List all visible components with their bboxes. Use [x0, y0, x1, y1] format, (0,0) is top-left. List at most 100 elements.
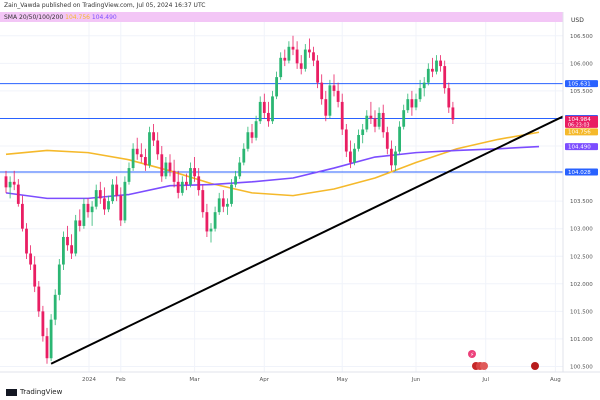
- candle-body: [385, 132, 389, 149]
- price-labels: 105.631105.000104.98406:23:03104.756104.…: [565, 80, 598, 176]
- y-tick-label: 103.000: [570, 227, 593, 233]
- candle-body: [431, 68, 434, 72]
- candle-body: [279, 57, 283, 78]
- candle-body: [197, 176, 201, 191]
- candle-body: [29, 253, 32, 265]
- us-flag-icon-aug[interactable]: [531, 362, 539, 370]
- candle-body: [369, 115, 373, 119]
- y-tick-label: 102.500: [570, 254, 593, 260]
- indicator-legend[interactable]: SMA 20/50/100/200 104.756 104.490: [4, 14, 117, 21]
- candle-body: [349, 151, 352, 163]
- event-markers[interactable]: ⚡: [468, 350, 539, 370]
- candle-body: [287, 46, 291, 61]
- candle-body: [139, 154, 143, 158]
- y-tick-label: 102.000: [570, 282, 593, 288]
- candle-body: [16, 184, 20, 204]
- candle-body: [418, 88, 422, 100]
- candle-body: [254, 121, 258, 138]
- candle-body: [180, 181, 184, 193]
- price-label-bg: [565, 143, 598, 151]
- candle-body: [234, 176, 237, 185]
- candle-body: [156, 140, 160, 155]
- candle-body: [402, 110, 406, 127]
- candle-body: [336, 90, 340, 102]
- candle-body: [447, 88, 451, 108]
- x-tick-label: May: [337, 377, 349, 383]
- x-tick-label: Jun: [411, 377, 421, 383]
- candle-body: [320, 82, 324, 100]
- candle-body: [21, 203, 24, 229]
- candle-body: [275, 77, 278, 97]
- candle-body: [94, 190, 98, 207]
- candle-body: [49, 319, 53, 359]
- tradingview-logo-icon: [6, 388, 17, 396]
- candle-body: [185, 181, 188, 185]
- candle-body: [57, 264, 61, 295]
- publisher-line: Zain_Vawda published on TradingView.com,…: [4, 2, 206, 9]
- candle-body: [410, 99, 414, 108]
- candle-body: [271, 96, 274, 122]
- price-label-text: 105.631: [568, 81, 591, 87]
- candle-body: [135, 148, 139, 155]
- y-tick-label: 101.500: [570, 309, 593, 315]
- candle-body: [324, 99, 328, 116]
- x-tick-label: Jul: [481, 377, 489, 383]
- candle-body: [127, 168, 131, 182]
- candle-body: [312, 52, 315, 61]
- candle-body: [377, 112, 381, 127]
- candle-body: [201, 190, 205, 213]
- candle-body: [295, 49, 299, 64]
- x-tick-label: Feb: [116, 377, 126, 383]
- candle-body: [250, 132, 254, 138]
- candle-body: [74, 220, 78, 254]
- indicator-value-fast: 104.756: [65, 14, 90, 21]
- candle-body: [148, 132, 151, 166]
- candle-body: [242, 148, 246, 163]
- y-tick-label: 105.500: [570, 89, 593, 95]
- candle-body: [332, 85, 336, 91]
- candle-body: [258, 101, 262, 122]
- candle-body: [406, 99, 410, 111]
- x-tick-label: Mar: [189, 377, 200, 383]
- candle-body: [381, 112, 385, 133]
- candle-body: [291, 46, 295, 50]
- candle-body: [82, 203, 86, 226]
- candle-body: [176, 181, 180, 193]
- candle-body: [299, 63, 303, 69]
- candle-body: [439, 60, 442, 67]
- candle-body: [217, 198, 221, 213]
- candle-body: [340, 101, 344, 130]
- candle-body: [62, 236, 65, 265]
- x-tick-label: Apr: [260, 377, 270, 383]
- candle-body: [262, 101, 266, 113]
- candle-body: [230, 184, 233, 204]
- time-axis[interactable]: 2024 Feb Mar Apr May Jun Jul Aug: [82, 377, 561, 383]
- candle-body: [328, 85, 332, 116]
- candle-body: [365, 115, 369, 130]
- candle-body: [394, 151, 397, 166]
- candle-body: [357, 134, 360, 149]
- candle-body: [193, 168, 196, 177]
- brand-logo[interactable]: TradingView: [6, 388, 62, 396]
- candle-body: [131, 148, 135, 169]
- candle-body: [160, 154, 164, 177]
- candlesticks: [4, 35, 455, 364]
- y-tick-label: 103.500: [570, 199, 593, 205]
- flash-event-icon[interactable]: [468, 350, 476, 358]
- candle-body: [172, 170, 176, 182]
- y-tick-label: 106.500: [570, 34, 593, 40]
- y-tick-label: 100.500: [570, 364, 593, 370]
- candle-body: [37, 286, 41, 312]
- price-label-bg: [565, 115, 598, 128]
- us-flag-icon-3[interactable]: [480, 362, 488, 370]
- trendline[interactable]: [50, 86, 600, 365]
- candle-body: [78, 220, 82, 226]
- flash-event-glyph: ⚡: [470, 352, 474, 359]
- price-label-bg: [565, 168, 598, 176]
- indicator-label: SMA 20/50/100/200: [4, 14, 64, 21]
- candle-body: [144, 157, 147, 166]
- candle-body: [4, 176, 8, 188]
- candle-body: [98, 190, 102, 199]
- candle-body: [435, 60, 438, 72]
